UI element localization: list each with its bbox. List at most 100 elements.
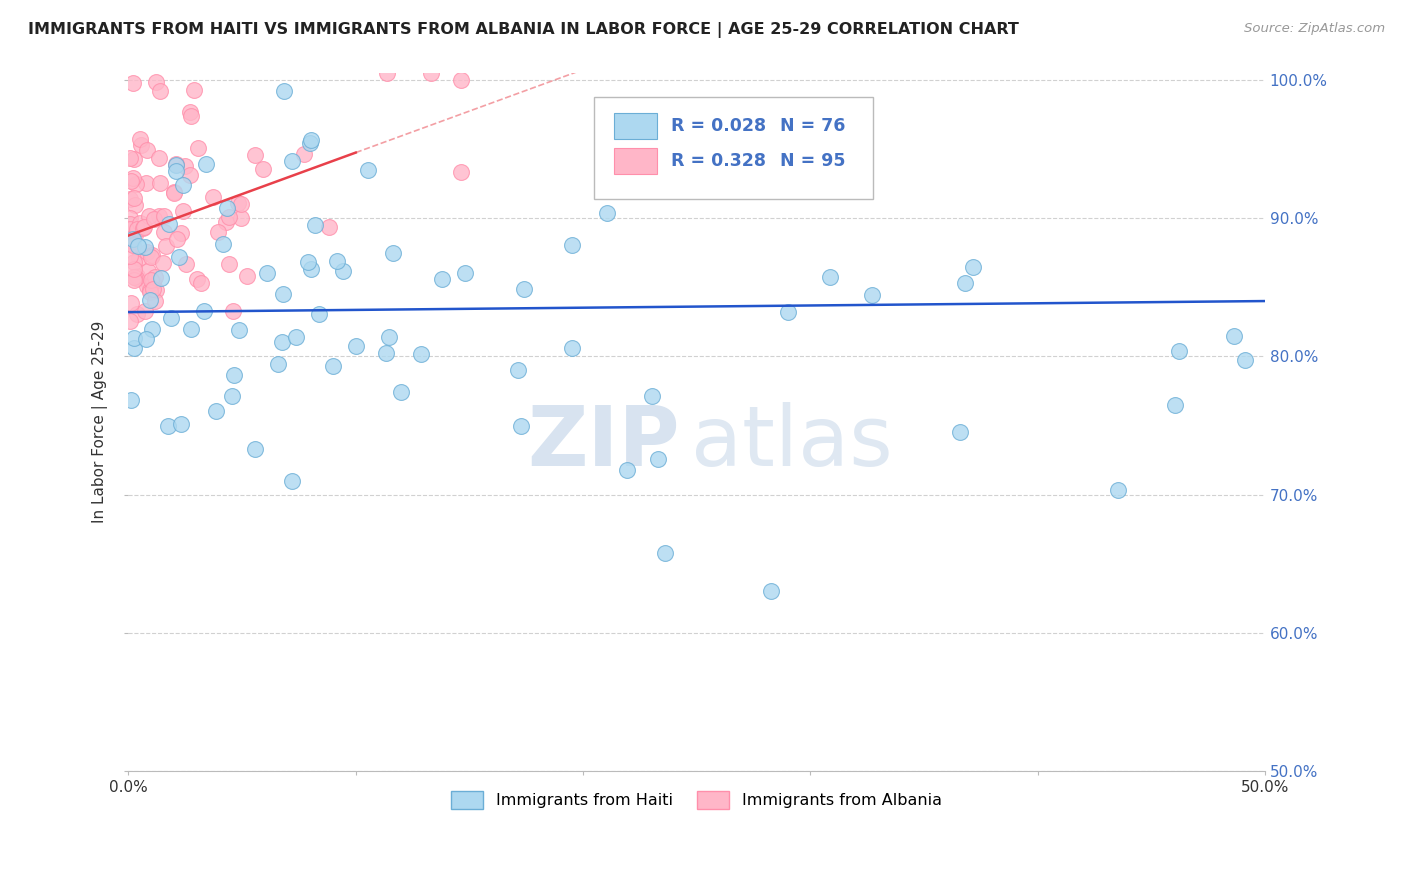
Point (122, 237, 145, 252)
Point (201, 190, 224, 204)
Point (561, 238, 583, 252)
Point (221, 389, 243, 403)
Point (381, 246, 404, 260)
Point (245, 442, 267, 456)
Point (125, 177, 148, 191)
Point (138, 277, 160, 291)
Point (243, 147, 266, 161)
Point (654, 546, 676, 560)
Point (132, 219, 155, 234)
Point (128, 216, 150, 230)
Point (1107, 483, 1129, 498)
Point (641, 389, 664, 403)
Point (647, 452, 669, 467)
Point (142, 282, 165, 296)
Point (132, 220, 155, 235)
Point (134, 240, 156, 254)
Point (252, 162, 274, 177)
Point (167, 250, 190, 264)
Point (174, 257, 197, 271)
Text: ZIP: ZIP (527, 402, 679, 483)
Point (163, 186, 186, 201)
Point (195, 157, 218, 171)
Point (375, 345, 398, 359)
Point (299, 133, 322, 147)
Point (118, 211, 141, 226)
Point (450, 164, 472, 178)
Point (256, 266, 278, 280)
Point (118, 232, 141, 246)
Point (139, 283, 162, 297)
Point (135, 176, 157, 190)
FancyBboxPatch shape (613, 112, 657, 139)
Point (152, 255, 174, 269)
Point (118, 217, 141, 231)
Point (118, 236, 141, 251)
Point (145, 270, 167, 285)
Point (299, 261, 322, 276)
Point (136, 143, 159, 157)
Point (759, 584, 782, 599)
Point (145, 283, 167, 297)
Point (153, 225, 176, 239)
Point (218, 210, 240, 224)
Point (430, 272, 453, 286)
Point (180, 322, 202, 336)
Point (298, 136, 321, 150)
Point (212, 237, 235, 252)
Point (375, 66, 398, 80)
Point (217, 201, 239, 215)
Point (122, 262, 145, 277)
Point (118, 192, 141, 206)
Point (127, 239, 149, 253)
Point (190, 277, 212, 291)
Point (281, 474, 304, 488)
Point (122, 76, 145, 90)
Point (450, 72, 472, 87)
Point (172, 178, 194, 192)
Point (143, 294, 166, 309)
Point (165, 158, 187, 172)
Point (122, 152, 145, 166)
Point (860, 288, 883, 302)
Point (127, 221, 149, 235)
Point (148, 209, 170, 223)
Point (512, 282, 534, 296)
Point (411, 346, 433, 360)
Point (357, 163, 380, 178)
Point (226, 195, 249, 210)
Text: R = 0.028: R = 0.028 (671, 117, 766, 135)
Y-axis label: In Labor Force | Age 25-29: In Labor Force | Age 25-29 (93, 321, 108, 524)
Point (122, 341, 145, 355)
Point (616, 463, 638, 477)
Text: N = 76: N = 76 (779, 117, 845, 135)
Point (120, 296, 142, 310)
Point (165, 156, 187, 170)
Point (193, 304, 215, 318)
Point (159, 217, 181, 231)
Point (231, 196, 253, 211)
Point (125, 269, 148, 284)
Point (235, 268, 257, 283)
Point (377, 330, 399, 344)
Point (122, 191, 145, 205)
Point (506, 363, 529, 377)
Point (218, 257, 240, 271)
Point (962, 260, 984, 274)
Point (776, 305, 799, 319)
Point (267, 357, 290, 371)
Point (142, 212, 165, 227)
Point (141, 247, 163, 261)
Point (215, 215, 238, 229)
Point (155, 239, 177, 253)
Point (122, 254, 145, 268)
Point (1222, 328, 1244, 343)
Point (129, 132, 152, 146)
Point (595, 206, 617, 220)
Point (139, 293, 162, 307)
Point (142, 275, 165, 289)
Point (1167, 344, 1189, 359)
Point (332, 264, 354, 278)
Point (124, 271, 146, 285)
Point (124, 269, 146, 284)
